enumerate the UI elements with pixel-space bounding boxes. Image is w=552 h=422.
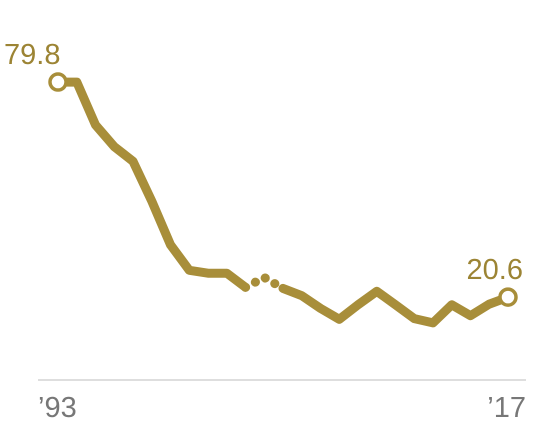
endpoint-marker-group	[48, 72, 518, 307]
label-group: ’93 ’17 79.8 20.6	[4, 39, 526, 422]
series-line-dotted-segment	[241, 273, 288, 293]
x-tick-label: ’93	[38, 392, 77, 422]
data-label: 79.8	[4, 39, 60, 71]
x-tick-label: ’17	[487, 392, 526, 422]
series-line-segment	[53, 77, 250, 292]
series-line-group	[53, 77, 513, 328]
data-label: 20.6	[467, 254, 523, 286]
endpoint-marker	[498, 287, 518, 307]
series-line-segment	[278, 283, 513, 328]
endpoint-marker	[48, 72, 68, 92]
